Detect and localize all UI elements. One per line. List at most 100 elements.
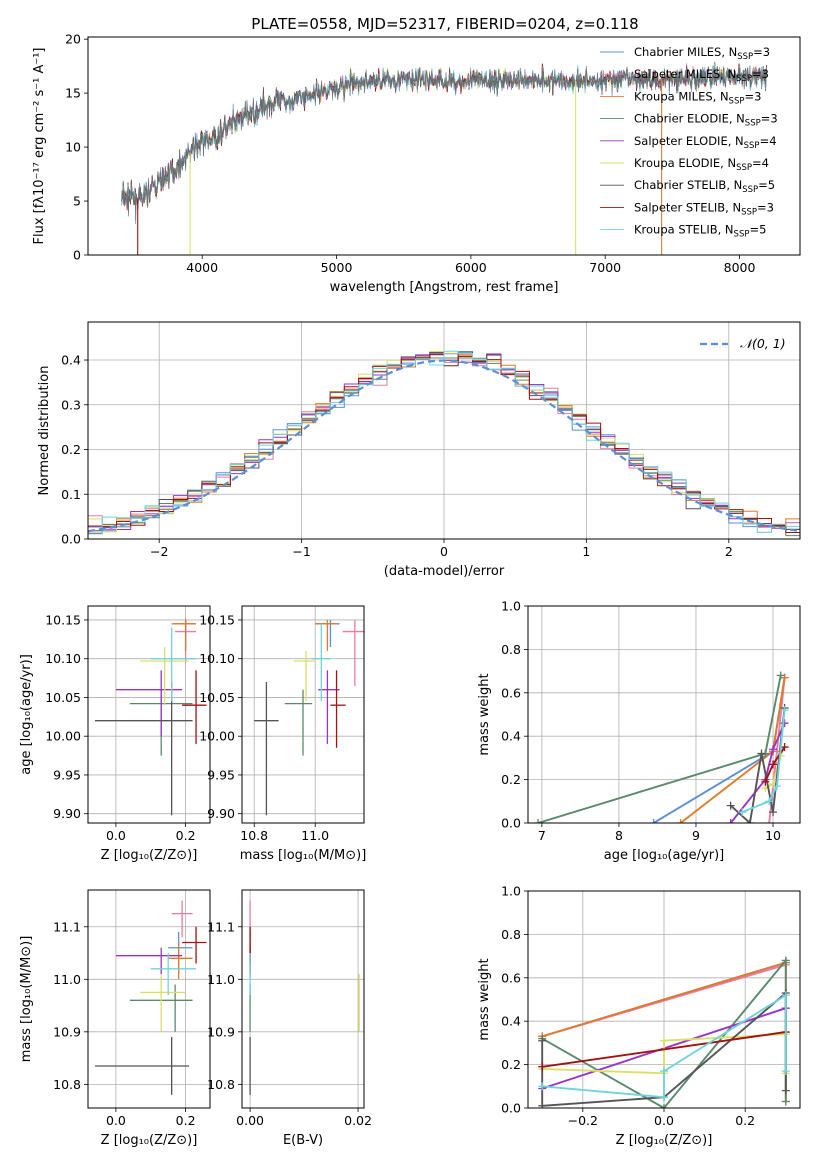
axes-mass_vs_ebv: 0.00 0.02 10.8 10.9 11.0 11.1 E(B-V) xyxy=(207,889,372,1148)
y-axis-label: mass weight xyxy=(477,958,492,1040)
legend-label-salpeter_stelib: Salpeter STELIB, NSSP=3 xyxy=(634,200,774,217)
x-tick-label: 7 xyxy=(538,828,546,843)
x-tick-label: 4000 xyxy=(186,260,218,275)
y-tick-label: 0.4 xyxy=(501,1014,521,1029)
weight-marker-chabrier_elodie xyxy=(776,671,785,680)
weight-marker-chabrier_stelib xyxy=(769,808,778,817)
legend-label-kroupa_elodie: Kroupa ELODIE, NSSP=4 xyxy=(634,156,769,173)
y-tick-label: 0.8 xyxy=(501,927,521,942)
y-tick-label: 0.1 xyxy=(61,487,81,502)
weight-marker-salpeter_stelib xyxy=(761,777,770,786)
weight-marker-kroupa_stelib xyxy=(781,1067,790,1076)
legend-label-kroupa_stelib: Kroupa STELIB, NSSP=5 xyxy=(634,223,766,240)
axes-frame xyxy=(241,605,365,824)
y-tick-label: 9.95 xyxy=(53,767,81,782)
axes-frame xyxy=(87,36,801,256)
weight-marker-kroupa_stelib xyxy=(781,991,790,1000)
y-tick-label: 11.0 xyxy=(207,972,235,987)
spectrum-legend: Chabrier MILES, NSSP=3 Salpeter MILES, NS… xyxy=(600,45,778,240)
weight-marker-kroupa_stelib xyxy=(772,782,781,791)
weight-marker-kroupa_stelib xyxy=(738,808,747,817)
weight-marker-kroupa_elodie xyxy=(660,1036,668,1045)
weight-marker-chabrier_stelib xyxy=(726,801,735,810)
x-tick-label: 8 xyxy=(615,828,623,843)
x-tick-label: 8000 xyxy=(724,260,756,275)
y-tick-label: 1.0 xyxy=(501,599,521,614)
y-tick-label: 0.6 xyxy=(501,970,521,985)
axes-frame xyxy=(87,605,211,824)
spectrum-data-line xyxy=(121,65,767,221)
x-axis-label: (data-model)/error xyxy=(384,564,505,579)
y-tick-label: 15 xyxy=(65,86,81,101)
legend-label-normal: 𝒩(0, 1) xyxy=(740,336,786,351)
weight-marker-chabrier_miles xyxy=(649,819,658,823)
figure-title: PLATE=0558, MJD=52317, FIBERID=0204, z=0… xyxy=(251,15,638,33)
x-axis-label: Z [log₁₀(Z/Z⊙)] xyxy=(101,1133,198,1148)
y-tick-label: 11.1 xyxy=(53,919,81,934)
x-axis-label: Z [log₁₀(Z/Z⊙)] xyxy=(101,848,198,863)
weight-line-salpeter_stelib xyxy=(542,1031,786,1068)
weight-marker-chabrier_elodie xyxy=(781,1097,790,1106)
x-tick-label: −1 xyxy=(292,544,310,559)
x-axis-label: age [log₁₀(age/yr)] xyxy=(604,848,725,863)
weight-marker-chabrier_elodie xyxy=(781,956,790,965)
x-tick-label: 0.00 xyxy=(236,1113,264,1128)
y-tick-label: 0.2 xyxy=(501,1057,521,1072)
y-tick-label: 10 xyxy=(65,140,81,155)
axes-residuals: −2 −1 0 1 2 0.0 0.1 0.2 0.3 0.4 (data-model)/error… xyxy=(37,321,801,579)
y-tick-label: 11.0 xyxy=(53,972,81,987)
y-tick-label: 5 xyxy=(73,194,81,209)
legend-label-kroupa_miles: Kroupa MILES, NSSP=3 xyxy=(634,89,761,106)
weight-marker-chabrier_stelib xyxy=(538,1036,547,1045)
weight-marker-salpeter_elodie xyxy=(780,719,789,728)
weight-marker-salpeter_miles xyxy=(765,819,774,823)
weight-marker-kroupa_stelib xyxy=(765,797,774,806)
y-axis-label: Flux [fλ10⁻¹⁷ erg cm⁻² s⁻¹ A⁻¹] xyxy=(32,48,47,245)
y-tick-label: 10.05 xyxy=(199,690,235,705)
x-tick-label: 5000 xyxy=(321,260,353,275)
y-tick-label: 0.6 xyxy=(501,685,521,700)
axes-weight_vs_age: 7 8 9 10 0.0 0.2 0.4 0.6 0.8 1.0 age [log₁₀(age/yr… xyxy=(477,599,801,863)
y-tick-label: 9.95 xyxy=(207,767,235,782)
y-axis-label: mass weight xyxy=(477,673,492,755)
plot-area-residuals xyxy=(88,350,800,537)
y-tick-label: 0.4 xyxy=(61,353,81,368)
x-tick-label: 9 xyxy=(692,828,700,843)
weight-marker-kroupa_stelib xyxy=(538,1082,547,1091)
x-axis-label: mass [log₁₀(M/M⊙)] xyxy=(240,848,367,863)
weight-marker-chabrier_elodie xyxy=(534,819,543,823)
axes-weight_vs_Z: −0.2 0.0 0.2 0.0 0.2 0.4 0.6 0.8 1.0 Z [log₁₀(Z/Z… xyxy=(477,884,801,1148)
x-tick-label: 10 xyxy=(765,828,781,843)
legend-label-chabrier_stelib: Chabrier STELIB, NSSP=5 xyxy=(634,178,775,195)
y-tick-label: 10.15 xyxy=(199,612,235,627)
weight-marker-kroupa_stelib xyxy=(780,706,789,715)
y-tick-label: 0.8 xyxy=(501,642,521,657)
weight-line-kroupa_stelib xyxy=(741,710,786,813)
y-tick-label: 9.90 xyxy=(53,806,81,821)
weight-marker-salpeter_elodie xyxy=(726,819,735,823)
x-tick-label: 0.02 xyxy=(344,1113,372,1128)
y-tick-label: 0.3 xyxy=(61,397,81,412)
y-tick-label: 10.15 xyxy=(45,612,81,627)
weight-marker-salpeter_stelib xyxy=(780,743,789,752)
weight-marker-salpeter_elodie xyxy=(769,745,778,754)
x-tick-label: 0.0 xyxy=(106,828,126,843)
y-tick-label: 11.1 xyxy=(207,919,235,934)
y-tick-label: 10.10 xyxy=(199,651,235,666)
y-tick-label: 0.0 xyxy=(501,1101,521,1116)
x-axis-label: Z [log₁₀(Z/Z⊙)] xyxy=(616,1133,713,1148)
legend-label-salpeter_miles: Salpeter MILES, NSSP=3 xyxy=(634,67,769,84)
plot-area-weight_vs_Z xyxy=(538,956,790,1108)
x-tick-label: 0.2 xyxy=(176,1113,196,1128)
x-tick-label: 11.0 xyxy=(301,828,329,843)
plot-area-weight_vs_age xyxy=(534,671,789,823)
axes-frame xyxy=(527,605,801,824)
y-tick-label: 0 xyxy=(73,248,81,263)
y-tick-label: 0.4 xyxy=(501,729,521,744)
x-axis-label: wavelength [Angstrom, rest frame] xyxy=(330,280,559,295)
weight-line-chabrier_elodie xyxy=(537,675,782,823)
x-tick-label: −2 xyxy=(150,544,168,559)
y-tick-label: 10.05 xyxy=(45,690,81,705)
x-tick-label: 2 xyxy=(725,544,733,559)
